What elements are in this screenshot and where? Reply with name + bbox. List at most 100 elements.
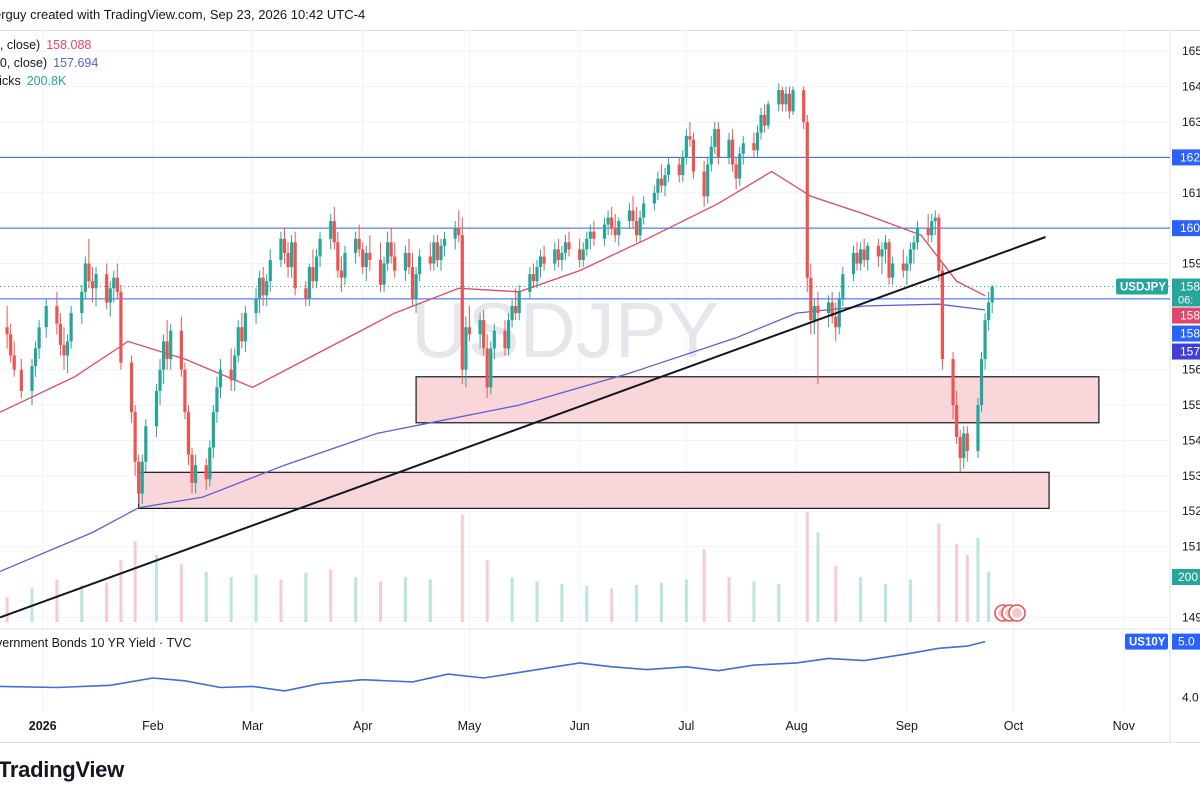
volume-bar — [834, 566, 838, 622]
countdown-label: 06: — [1178, 295, 1193, 307]
volume-bar — [354, 577, 358, 622]
candle-body — [254, 298, 258, 314]
candle-body — [791, 90, 795, 112]
yield-symbol-tag — [1125, 633, 1168, 650]
candle-body — [755, 132, 760, 151]
candle-body — [592, 231, 596, 239]
candle-body — [563, 242, 568, 253]
footer: TradingView — [0, 742, 1200, 801]
economic-events[interactable] — [994, 604, 1026, 622]
candle-body — [435, 242, 440, 260]
yield-value-label: 5.0 — [1178, 635, 1195, 649]
candle-body — [432, 242, 436, 264]
candle-body — [535, 267, 539, 282]
time-axis-label: Sep — [896, 719, 918, 733]
candle-body — [684, 136, 688, 158]
candle-body — [329, 221, 333, 239]
trendline-segment — [0, 236, 1046, 619]
candle-body — [666, 164, 671, 176]
tradingview-logo[interactable]: TradingView — [0, 757, 124, 782]
volume-bar — [752, 581, 756, 622]
candle-body — [617, 221, 621, 236]
volume-bar — [702, 549, 706, 622]
candle-body — [677, 164, 681, 176]
symbol-tag-label: USDJPY — [1120, 282, 1166, 294]
candle-body — [556, 249, 560, 260]
volume-bar — [379, 581, 383, 622]
volume-bar — [119, 560, 123, 622]
volume-bar — [635, 585, 639, 622]
candle-body — [154, 390, 159, 427]
candle-body — [343, 252, 347, 278]
candle-body — [282, 238, 287, 253]
candle-body — [144, 426, 148, 462]
candle-body — [531, 274, 536, 282]
candle-body — [859, 249, 863, 264]
candle-body — [453, 228, 457, 239]
volume-bar — [154, 554, 158, 622]
candle-body — [460, 235, 464, 370]
time-axis-label: Jul — [678, 719, 694, 733]
price-axis-label: 163 — [1182, 115, 1200, 129]
volume-bar — [585, 586, 589, 622]
candle-body — [233, 355, 237, 381]
time-axis[interactable]: 2026 Feb Mar Apr May Jun Jul Aug Sep Oct Nov — [29, 719, 1136, 733]
candle-body — [730, 139, 735, 165]
candle-body — [588, 231, 592, 239]
header-text: erguy created with TradingView.com, Sep … — [0, 7, 366, 22]
legend-row-ticks[interactable]: Ticks 200.8K — [0, 72, 98, 90]
price-tag-label: 157 — [1180, 345, 1200, 359]
candle-body — [887, 242, 891, 278]
candle-body — [613, 228, 617, 236]
price-axis-label: 154 — [1182, 433, 1200, 447]
candle-body — [55, 306, 59, 324]
candle-body — [115, 277, 119, 292]
candle-body — [169, 330, 173, 360]
candle-body — [240, 327, 244, 342]
candle-body — [962, 433, 966, 459]
candle-body — [652, 192, 656, 204]
candle-body — [503, 330, 507, 349]
candle-body — [702, 171, 706, 197]
candle-body — [560, 252, 564, 260]
candle-body — [439, 245, 443, 260]
volume-bar — [254, 574, 258, 622]
candle-body — [418, 256, 422, 275]
time-axis-label: May — [458, 719, 482, 733]
candle-body — [485, 348, 489, 388]
last-price-label: 158 — [1180, 280, 1200, 294]
price-axis[interactable]: 165 164 163 162 161 160 159 158 156 155 154 153 152 1… — [1182, 44, 1200, 704]
trendline[interactable] — [0, 236, 1046, 619]
yield-value-tag — [1172, 633, 1200, 650]
volume-bar — [204, 571, 208, 622]
candle-body — [851, 252, 856, 275]
candle-body — [179, 330, 183, 370]
candle-body — [19, 369, 23, 391]
candle-body — [265, 281, 269, 296]
volume-bar — [859, 577, 863, 622]
time-axis-label: Nov — [1113, 719, 1136, 733]
legend-row-ma50[interactable]: 50, close) 158.088 — [0, 36, 98, 54]
candle-body — [382, 263, 386, 285]
candle-body — [218, 369, 223, 388]
candle-body — [105, 274, 109, 303]
support-zones[interactable] — [138, 376, 1100, 509]
candle-body — [478, 320, 482, 335]
candle-body — [766, 104, 770, 126]
candle-body — [403, 252, 408, 271]
horizontal-levels[interactable] — [0, 156, 1170, 300]
candle-body — [112, 277, 116, 289]
candle-body — [787, 93, 792, 112]
candle-body — [834, 316, 838, 328]
yield-line — [0, 640, 986, 692]
candle-body — [94, 274, 98, 289]
price-chart[interactable]: USDJPY 165 164 163 162 161 160 159 158 156 155 154… — [0, 30, 1200, 742]
volume-bar — [937, 523, 941, 622]
candle-body — [812, 306, 816, 321]
volume-bar — [279, 579, 283, 622]
legend-row-ma200[interactable]: 200, close) 157.694 — [0, 54, 98, 72]
candle-body — [759, 114, 763, 133]
candle-body — [489, 348, 493, 388]
time-axis-label: Jun — [570, 719, 590, 733]
